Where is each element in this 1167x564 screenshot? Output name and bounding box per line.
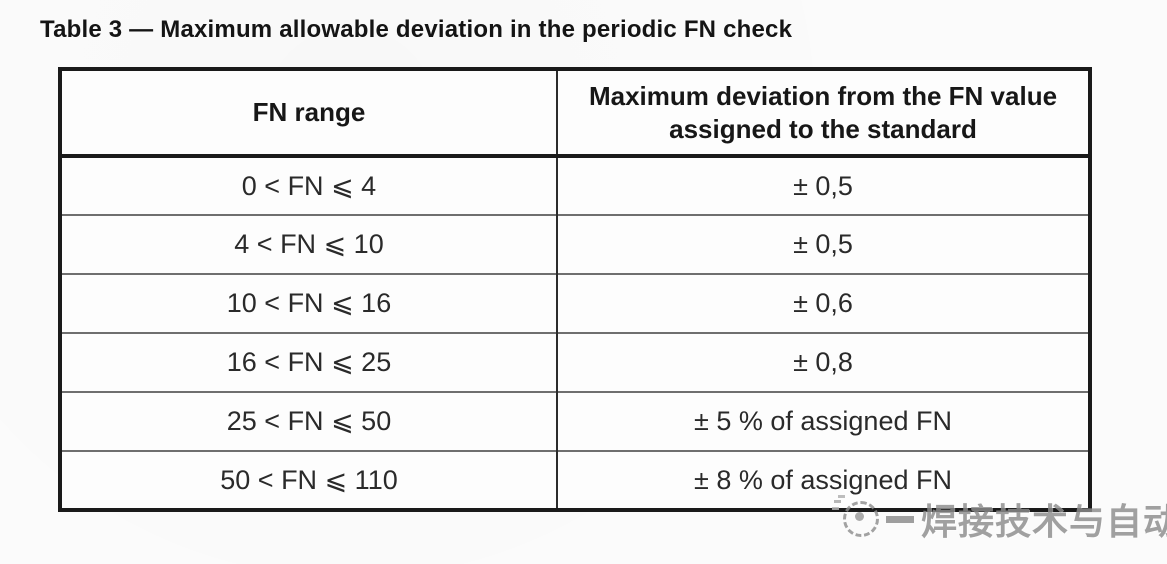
table-row: 10 < FN ⩽ 16 ± 0,6 <box>60 273 1090 333</box>
fn-range-cell: 0 < FN ⩽ 4 <box>60 156 558 215</box>
table-row: 16 < FN ⩽ 25 ± 0,8 <box>60 332 1090 392</box>
watermark-text: 焊接技术与自动化 <box>921 501 1167 542</box>
deviation-cell: ± 8 % of assigned FN <box>557 450 1090 510</box>
table-header-row: FN range Maximum deviation from the FN v… <box>60 69 1090 158</box>
deviation-cell: ± 0,8 <box>557 332 1090 392</box>
deviation-cell: ± 0,6 <box>557 273 1090 333</box>
watermark: 焊接技术与自动化 <box>834 493 1167 545</box>
fn-range-cell: 4 < FN ⩽ 10 <box>60 214 558 274</box>
watermark-circle-logo-icon <box>834 500 879 537</box>
fn-deviation-table: FN range Maximum deviation from the FN v… <box>58 67 1092 512</box>
table-row: 50 < FN ⩽ 110 ± 8 % of assigned FN <box>60 450 1090 510</box>
fn-range-cell: 25 < FN ⩽ 50 <box>60 391 558 451</box>
deviation-cell: ± 0,5 <box>557 214 1090 274</box>
table-row: 0 < FN ⩽ 4 ± 0,5 <box>60 156 1090 215</box>
deviation-cell: ± 0,5 <box>793 170 853 201</box>
col-header-fn-range: FN range <box>60 69 558 158</box>
col-header-max-deviation: Maximum deviation from the FN value assi… <box>557 69 1090 158</box>
deviation-cell: ± 5 % of assigned FN <box>557 391 1090 451</box>
table-row: 4 < FN ⩽ 10 ± 0,5 <box>60 214 1090 274</box>
fn-range-cell: 50 < FN ⩽ 110 <box>60 450 558 510</box>
watermark-dash-icon <box>886 515 914 523</box>
table-row: 25 < FN ⩽ 50 ± 5 % of assigned FN <box>60 391 1090 451</box>
table-caption: Table 3 — Maximum allowable deviation in… <box>40 16 793 43</box>
fn-range-cell: 16 < FN ⩽ 25 <box>60 332 558 392</box>
fn-range-cell: 10 < FN ⩽ 16 <box>60 273 558 333</box>
